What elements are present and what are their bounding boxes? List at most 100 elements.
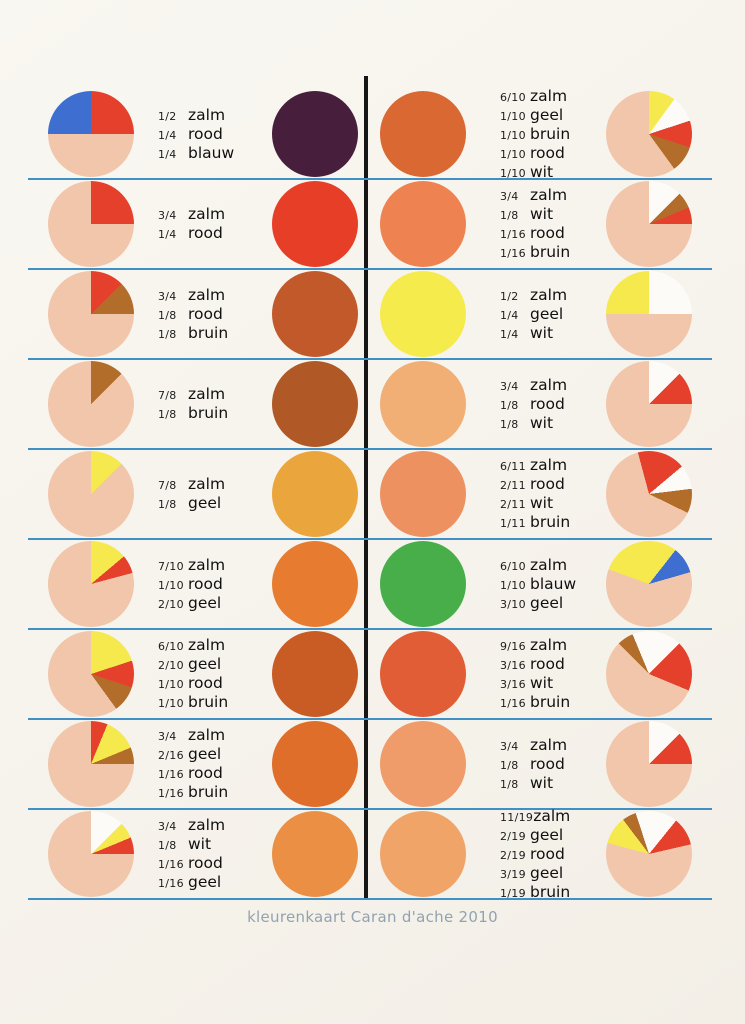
recipe-line: 11/19 zalm [500,807,600,826]
fraction-label: 2/19 [500,848,526,862]
fraction-label: 1/10 [158,678,184,691]
mix-entry-right: 3/4 zalm 1/8 rood 1/8 wit [366,720,712,808]
recipe-line: 1/16 rood [158,854,262,873]
recipe-list: 7/8 zalm 1/8 geel [158,475,262,513]
recipe-line: 2/11 rood [500,475,600,494]
color-name-label: rood [188,224,223,242]
color-name-label: wit [530,323,554,342]
fraction-label: 1/4 [158,147,177,161]
color-name-label: geel [530,304,564,323]
color-name-label: geel [188,745,222,763]
mix-entry-left: 7/10 zalm 1/10 rood 2/10 geel [28,540,366,628]
recipe-line: 1/8 rood [500,395,600,414]
fraction-label: 3/4 [500,190,519,203]
color-name-label: zalm [188,205,226,223]
recipe-line: 1/10 rood [158,674,262,693]
mix-row: 7/10 zalm 1/10 rood 2/10 geel 6/10 zalm 1/10 blau… [28,540,712,630]
recipe-line: 1/4 blauw [158,144,262,163]
fraction-label: 2/16 [158,749,184,762]
fraction-label: 1/8 [500,777,519,791]
color-name-label: blauw [188,143,235,162]
fraction-label: 1/10 [500,147,526,161]
ingredient-pie-chart [48,541,134,627]
fraction-label: 1/4 [158,128,177,142]
ingredient-pie-chart [48,631,134,717]
result-color-swatch [380,721,466,807]
mix-entry-right: 11/19 zalm 2/19 geel 2/19 rood 3/19 geel 1/19 bru… [366,807,712,901]
fraction-label: 1/16 [158,877,184,890]
recipe-line: 3/16 wit [500,674,600,693]
result-color-swatch [272,271,358,357]
recipe-list: 3/4 zalm 1/8 wit 1/16 rood 1/16 bruin [500,186,600,262]
mix-entry-right: 1/2 zalm 1/4 geel 1/4 wit [366,270,712,358]
result-color-swatch [380,271,466,357]
recipe-line: 1/2 zalm [158,106,262,125]
color-name-label: wit [530,494,554,512]
result-color-swatch [272,451,358,537]
fraction-label: 1/16 [158,768,184,781]
color-name-label: zalm [530,285,568,304]
recipe-line: 3/19 geel [500,864,600,883]
ingredient-pie-chart [48,451,134,537]
color-name-label: bruin [188,783,229,801]
color-name-label: bruin [530,882,571,901]
fraction-label: 1/10 [500,166,526,180]
fraction-label: 7/8 [158,389,177,402]
color-name-label: rood [188,304,223,323]
recipe-line: 1/8 wit [500,414,600,433]
color-name-label: rood [188,854,223,872]
fraction-label: 1/10 [158,578,184,592]
color-name-label: bruin [530,693,571,711]
fraction-label: 3/4 [158,209,177,222]
recipe-line: 1/10 rood [158,575,262,594]
color-name-label: wit [530,674,554,692]
recipe-line: 1/16 rood [500,224,600,243]
fraction-label: 3/4 [158,820,177,833]
fraction-label: 1/2 [158,109,177,123]
fraction-label: 1/8 [500,209,519,222]
fraction-label: 1/11 [500,517,526,530]
mix-entry-left: 3/4 zalm 1/4 rood [28,180,366,268]
color-name-label: zalm [530,375,568,394]
color-name-label: bruin [188,404,229,422]
fraction-label: 1/16 [158,858,184,871]
mix-entry-right: 6/10 zalm 1/10 blauw 3/10 geel [366,540,712,628]
color-name-label: zalm [530,86,568,105]
recipe-line: 1/4 rood [158,224,262,243]
recipe-list: 9/16 zalm 3/16 rood 3/16 wit 1/16 bruin [500,636,600,712]
recipe-list: 7/8 zalm 1/8 bruin [158,385,262,423]
result-color-swatch [272,91,358,177]
color-name-label: rood [530,754,565,773]
recipe-line: 3/4 zalm [500,376,600,395]
recipe-line: 7/8 zalm [158,475,262,494]
recipe-line: 1/8 geel [158,494,262,513]
color-name-label: zalm [188,285,226,304]
color-name-label: zalm [188,475,226,493]
fraction-label: 1/8 [500,398,519,412]
mix-row: 6/10 zalm 2/10 geel 1/10 rood 1/10 bruin 9/16 zal… [28,630,712,720]
result-color-swatch [272,631,358,717]
fraction-label: 3/10 [500,597,526,611]
ingredient-pie-chart [48,721,134,807]
recipe-line: 1/8 wit [500,205,600,224]
ingredient-pie-chart [606,361,692,447]
recipe-line: 1/8 bruin [158,324,262,343]
fraction-label: 3/4 [500,379,519,393]
color-name-label: zalm [188,555,226,574]
recipe-list: 6/10 zalm 1/10 blauw 3/10 geel [500,556,600,613]
recipe-list: 3/4 zalm 1/8 wit 1/16 rood 1/16 geel [158,816,262,892]
mix-entry-right: 6/10 zalm 1/10 geel 1/10 bruin 1/10 rood 1/10 wit [366,86,712,181]
color-name-label: rood [530,224,565,242]
recipe-list: 7/10 zalm 1/10 rood 2/10 geel [158,556,262,613]
fraction-label: 3/19 [500,867,526,881]
fraction-label: 1/19 [500,886,526,900]
recipe-line: 1/10 wit [500,163,600,182]
color-name-label: rood [530,655,565,673]
fraction-label: 1/10 [500,109,526,123]
color-name-label: rood [188,674,223,692]
recipe-line: 1/4 wit [500,324,600,343]
color-name-label: bruin [530,243,571,261]
fraction-label: 2/10 [158,597,184,611]
mix-row: 3/4 zalm 1/8 wit 1/16 rood 1/16 geel 11/19 zalm 2/… [28,807,712,901]
fraction-label: 1/10 [158,697,184,710]
